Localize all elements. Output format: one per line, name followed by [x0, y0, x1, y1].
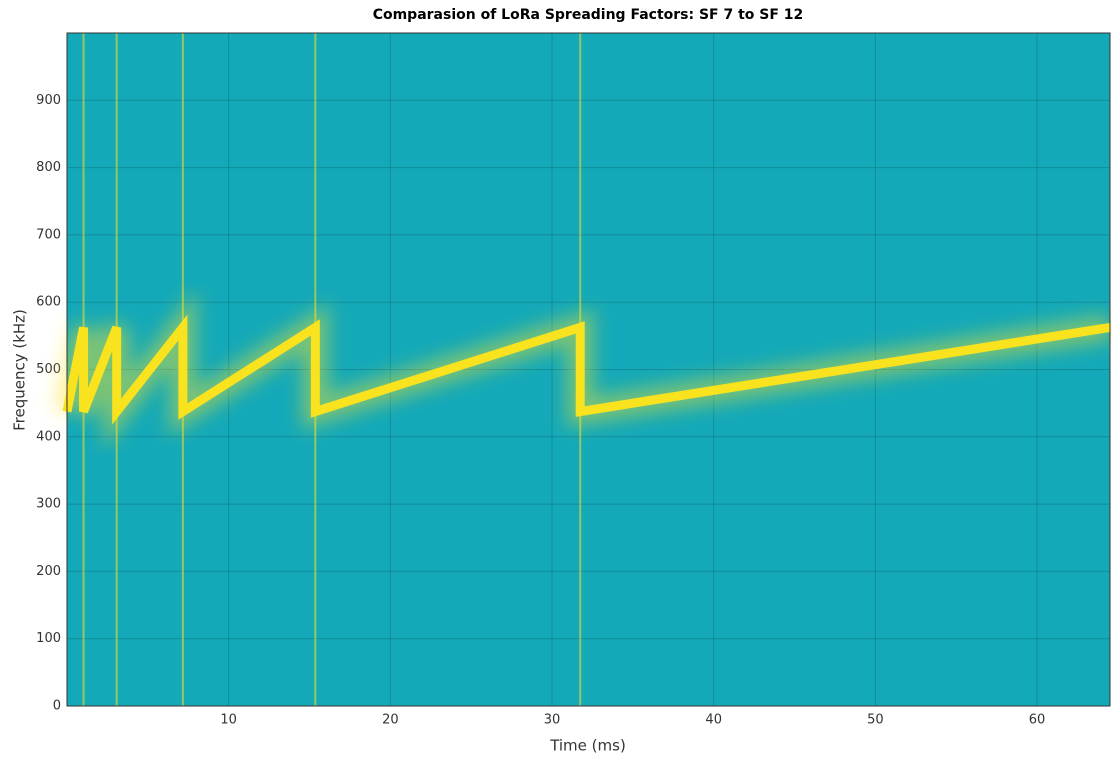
- y-tick-label: 300: [36, 497, 61, 512]
- x-tick-label: 40: [705, 713, 722, 728]
- y-tick-label: 500: [36, 362, 61, 377]
- plot-frame: [66, 32, 1111, 707]
- chirp-line: [62, 314, 1111, 425]
- x-tick-label: 20: [382, 713, 399, 728]
- chart-title: Comparasion of LoRa Spreading Factors: S…: [373, 7, 804, 23]
- x-tick-label: 30: [544, 713, 561, 728]
- y-tick-label: 700: [36, 227, 61, 242]
- x-tick-label: 60: [1029, 713, 1046, 728]
- y-tick-label: 800: [36, 160, 61, 175]
- y-tick-label: 600: [36, 295, 61, 310]
- x-tick-label: 50: [867, 713, 884, 728]
- y-tick-label: 900: [36, 93, 61, 108]
- y-tick-label: 200: [36, 564, 61, 579]
- y-tick-label: 100: [36, 631, 61, 646]
- y-tick-label: 0: [53, 699, 61, 714]
- x-tick-label: 10: [220, 713, 237, 728]
- x-axis-label: Time (ms): [549, 737, 626, 755]
- y-tick-label: 400: [36, 429, 61, 444]
- y-axis-label: Frequency (kHz): [11, 309, 29, 431]
